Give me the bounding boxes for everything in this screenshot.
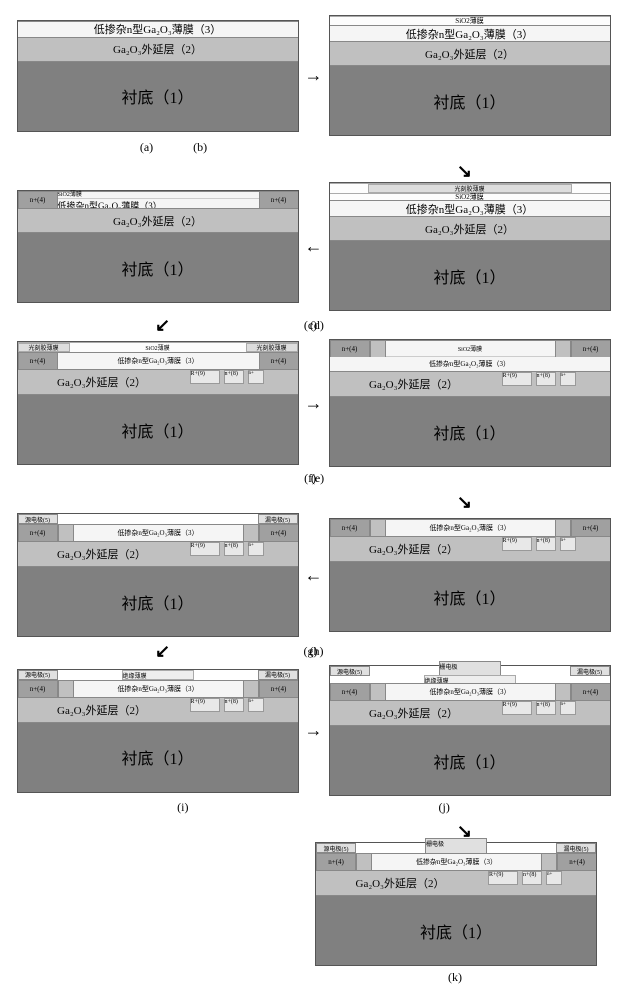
toprow-d: n+(4) SiO2薄膜 低掺杂n型Ga₂O₃薄膜（3） n+(4) [18, 191, 298, 208]
caption-hg: (h) (g) [15, 644, 612, 659]
toprow-f: n+(4) SiO2薄膜 n+(4) [330, 340, 610, 357]
epi-layer: Ga₂O₃外延层（2） [330, 41, 610, 65]
film-layer: 低掺杂n型Ga₂O₃薄膜（3） [18, 21, 298, 37]
elec-row-h: 源电极(5) 漏电极(5) [18, 514, 298, 524]
panel-h: 源电极(5) 漏电极(5) n+(4) 低掺杂n型Ga₂O₃薄膜（3） n+(4… [17, 513, 299, 637]
panel-k: 源电极(5) 栅电极 漏电极(5) n+(4) 低掺杂n型Ga₂O₃薄膜（3） … [315, 842, 597, 966]
substrate-layer: 衬底（1） [330, 65, 610, 135]
caption-ij: (i) (j) [15, 800, 612, 815]
arrow-right: → [299, 393, 329, 414]
arrow-down-3: ↘ [15, 492, 612, 513]
row-ef: 光刻胶薄膜 SiO2薄膜 光刻胶薄膜 n+(4) 低掺杂n型Ga₂O₃薄膜（3）… [15, 339, 612, 467]
arrow-right: → [299, 65, 329, 86]
epi-e: Ga₂O₃外延层（2） R+(9) n+(8) n+ [18, 369, 298, 394]
epi-f: Ga₂O₃外延层（2） R+(9) n+(8) n+ [330, 371, 610, 396]
panel-a: 低掺杂n型Ga₂O₃薄膜（3） Ga₂O₃外延层（2） 衬底（1） [17, 20, 299, 132]
row-dc: n+(4) SiO2薄膜 低掺杂n型Ga₂O₃薄膜（3） n+(4) Ga₂O₃… [15, 182, 612, 311]
epi-layer: Ga₂O₃外延层（2） [330, 216, 610, 240]
arrow-down-5: ↘ [15, 821, 612, 842]
film-layer: 低掺杂n型Ga₂O₃薄膜（3） [330, 25, 610, 41]
panel-i: 源电极(5) 绝缘薄膜 漏电极(5) n+(4) 低掺杂n型Ga₂O₃薄膜（3）… [17, 669, 299, 793]
caption-c: (c) [304, 318, 317, 333]
row-hg: 源电极(5) 漏电极(5) n+(4) 低掺杂n型Ga₂O₃薄膜（3） n+(4… [15, 513, 612, 637]
sio2-layer: SiO2薄膜 [330, 193, 610, 200]
sio2-layer: SiO2薄膜 [330, 16, 610, 25]
substrate-layer: 衬底（1） [330, 240, 610, 310]
arrow-down-1: ↘ [15, 161, 612, 182]
nplus-left: n+(4) [18, 192, 58, 208]
panel-f: n+(4) SiO2薄膜 n+(4) 低掺杂n型Ga₂O₃薄膜（3） Ga₂O₃… [329, 339, 611, 467]
caption-b: (b) [193, 140, 207, 155]
panel-c: 光刻胶薄膜 SiO2薄膜 低掺杂n型Ga₂O₃薄膜（3） Ga₂O₃外延层（2）… [329, 182, 611, 311]
caption-ab: (a) (b) [15, 140, 612, 155]
panel-b: SiO2薄膜 低掺杂n型Ga₂O₃薄膜（3） Ga₂O₃外延层（2） 衬底（1） [329, 15, 611, 136]
caption-ef: (e) (f) [15, 471, 612, 486]
epi-layer: Ga₂O₃外延层（2） [18, 37, 298, 61]
arrow-left: ← [299, 236, 329, 257]
epi-layer: Ga₂O₃外延层（2） [18, 208, 298, 232]
row-k: 源电极(5) 栅电极 漏电极(5) n+(4) 低掺杂n型Ga₂O₃薄膜（3） … [15, 842, 612, 966]
substrate-layer: 衬底（1） [18, 61, 298, 131]
toprow-e: n+(4) 低掺杂n型Ga₂O₃薄膜（3） n+(4) [18, 352, 298, 369]
row-ab: 低掺杂n型Ga₂O₃薄膜（3） Ga₂O₃外延层（2） 衬底（1） → SiO2… [15, 15, 612, 136]
nplus-right: n+(4) [259, 192, 298, 208]
caption-a: (a) [140, 140, 153, 155]
panel-g: n+(4) 低掺杂n型Ga₂O₃薄膜（3） n+(4) Ga₂O₃外延层（2） … [329, 518, 611, 632]
caption-k: (k) [15, 970, 612, 985]
mid-sio2: SiO2薄膜 低掺杂n型Ga₂O₃薄膜（3） [58, 192, 259, 208]
pr-row-e: 光刻胶薄膜 SiO2薄膜 光刻胶薄膜 [18, 342, 298, 352]
substrate-layer: 衬底（1） [18, 232, 298, 302]
caption-dc: (d) (c) [15, 318, 612, 333]
panel-e: 光刻胶薄膜 SiO2薄膜 光刻胶薄膜 n+(4) 低掺杂n型Ga₂O₃薄膜（3）… [17, 341, 299, 465]
panel-j: 源电极(5) 栅电极 漏电极(5) 绝缘薄膜 n+(4) 低掺杂n型Ga₂O₃薄… [329, 665, 611, 796]
row-ij: 源电极(5) 绝缘薄膜 漏电极(5) n+(4) 低掺杂n型Ga₂O₃薄膜（3）… [15, 665, 612, 796]
arrow-left: ← [299, 565, 329, 586]
panel-d: n+(4) SiO2薄膜 低掺杂n型Ga₂O₃薄膜（3） n+(4) Ga₂O₃… [17, 190, 299, 303]
arrow-right: → [299, 720, 329, 741]
film-layer: 低掺杂n型Ga₂O₃薄膜（3） [330, 200, 610, 216]
